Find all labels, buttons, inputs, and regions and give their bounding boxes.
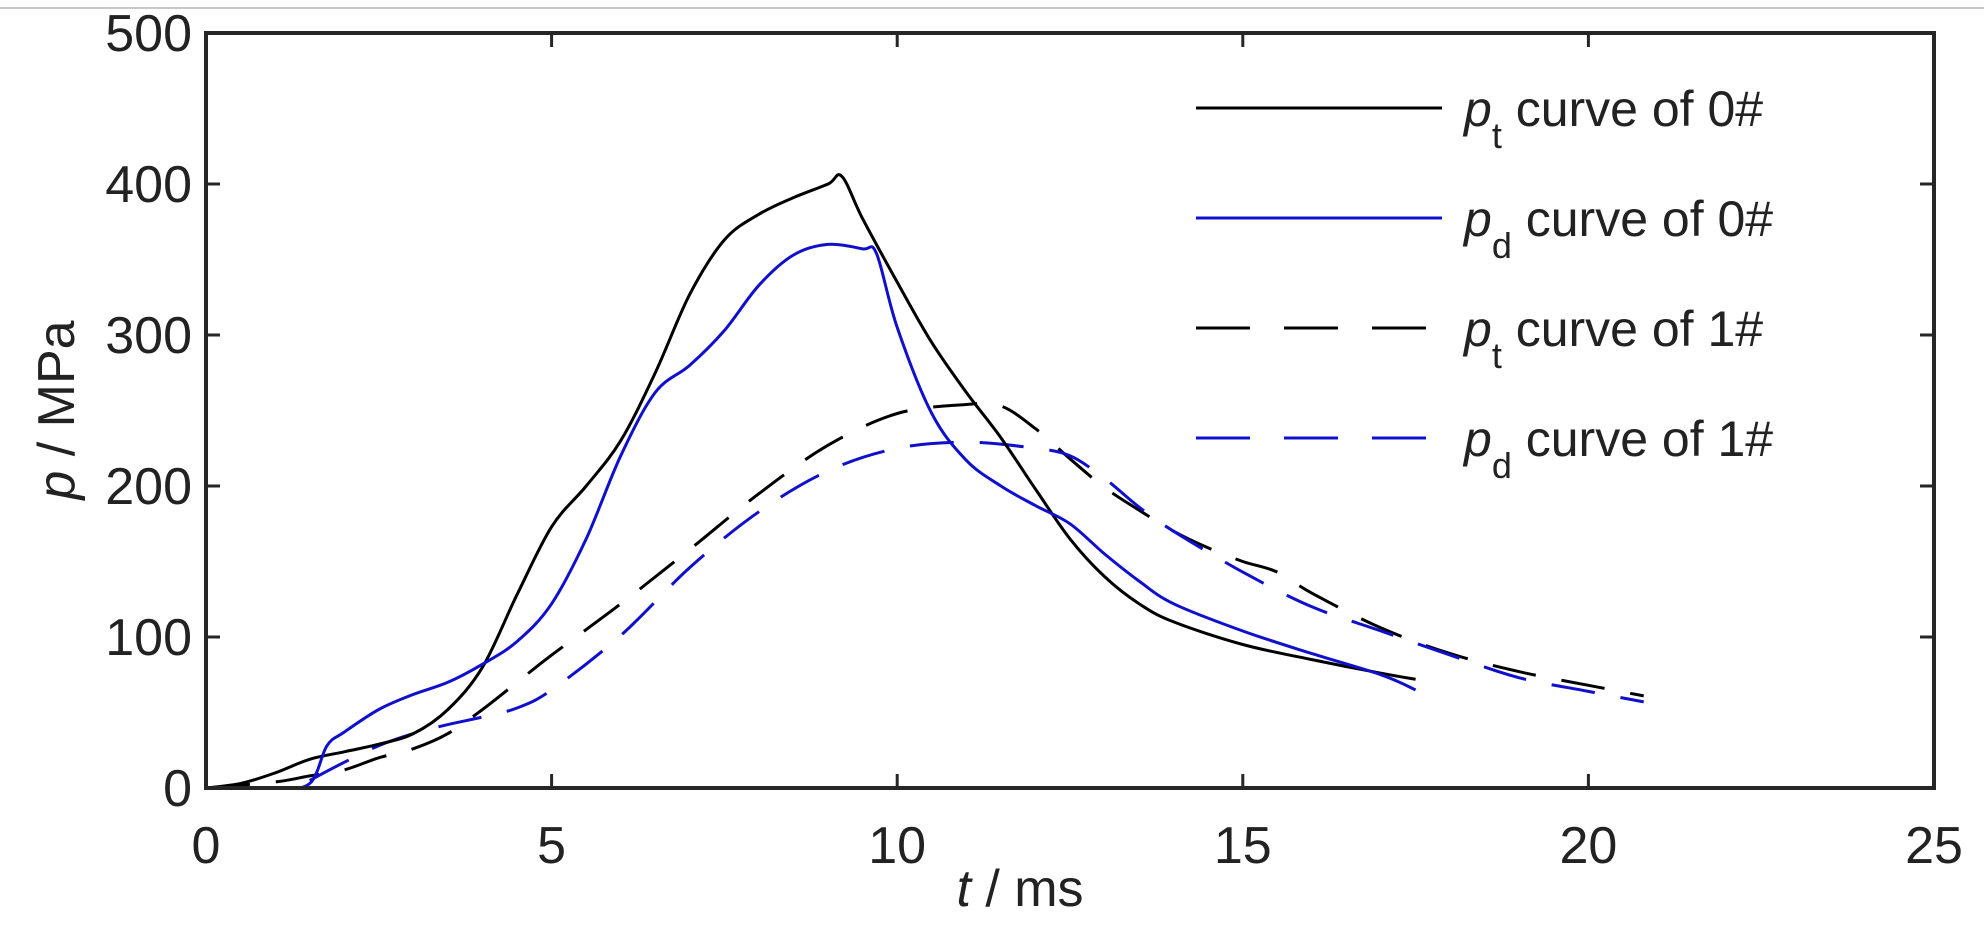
x-axis-unit: / ms: [971, 860, 1084, 918]
x-tick-label: 20: [1559, 817, 1617, 875]
y-axis-var: p: [28, 471, 86, 502]
y-tick-label: 100: [105, 609, 192, 667]
legend-label: pd curve of 1#: [1462, 411, 1773, 486]
x-tick-label: 15: [1214, 817, 1272, 875]
y-tick-label: 300: [105, 307, 192, 365]
x-tick-label: 0: [192, 817, 221, 875]
legend-label: pt curve of 1#: [1462, 301, 1763, 376]
series-line-3: [308, 440, 1644, 782]
y-tick-label: 400: [105, 156, 192, 214]
x-tick-label: 25: [1905, 817, 1963, 875]
legend: pt curve of 0# pd curve of 0# pt curve of …: [1196, 81, 1773, 486]
x-tick-label: 10: [868, 817, 926, 875]
y-axis-label: p / MPa: [28, 320, 86, 501]
x-axis-label: t / ms: [956, 860, 1083, 918]
y-tick-label: 200: [105, 458, 192, 516]
y-axis-unit: / MPa: [28, 320, 86, 470]
series-line-0: [205, 173, 1416, 790]
plot-frame: [204, 31, 1936, 790]
series-line-2: [205, 401, 1644, 790]
legend-label: pt curve of 0#: [1462, 81, 1763, 156]
x-axis-var: t: [956, 860, 973, 918]
legend-label: pd curve of 0#: [1462, 191, 1773, 266]
y-tick-label: 500: [105, 5, 192, 63]
ticks-layer: 0 5 10 15 20 25 0 100 200 300 400 500: [105, 5, 1963, 875]
series-layer: [205, 173, 1644, 790]
series-line-1: [205, 242, 1417, 790]
y-tick-label: 0: [163, 760, 192, 818]
x-tick-label: 5: [537, 817, 566, 875]
